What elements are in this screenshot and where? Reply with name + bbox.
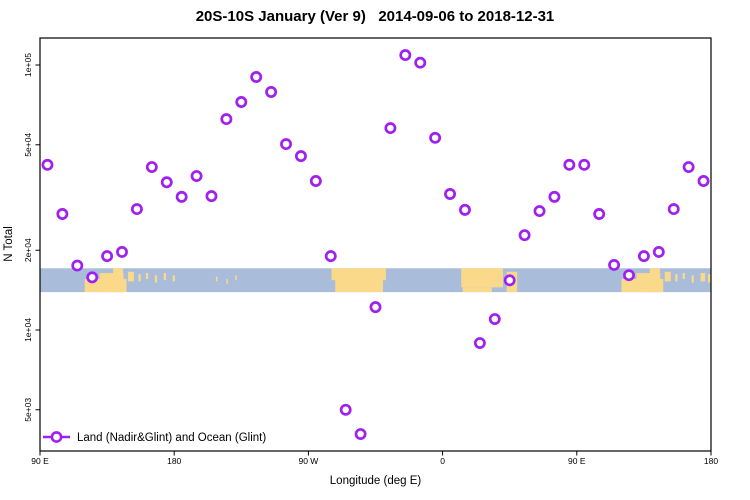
data-point (578, 158, 591, 171)
data-point (86, 271, 99, 284)
land-patch (172, 275, 175, 282)
data-point (160, 176, 173, 189)
axis-ticks-layer: 90 E 180 90 W 0 90 E 180 1e+05 5e+04 2e+04 1e+04 5… (23, 53, 718, 466)
y-tick-label: 5e+03 (23, 398, 33, 422)
data-point (294, 150, 307, 163)
land-patch (154, 275, 158, 283)
data-point (459, 203, 471, 216)
land-patch (682, 273, 685, 279)
land-patch (145, 273, 149, 279)
land-patch (708, 274, 711, 283)
data-point (608, 258, 621, 271)
data-point (503, 274, 516, 287)
data-point (667, 203, 680, 216)
data-point (697, 175, 710, 187)
land-patch (700, 273, 706, 282)
x-tick-label: 180 (704, 456, 718, 466)
land-patch (691, 275, 694, 283)
land-patch (226, 278, 228, 284)
data-point (280, 138, 292, 151)
data-point (190, 170, 203, 183)
land-patch (335, 277, 383, 293)
data-point (324, 250, 337, 263)
data-point (518, 229, 531, 242)
data-point (354, 428, 367, 440)
land-patch (461, 268, 503, 288)
map-strip-layer (40, 268, 711, 293)
data-point (175, 190, 188, 203)
x-tick-label: 90 E (31, 456, 49, 466)
data-point (637, 250, 650, 263)
land-patch (649, 268, 660, 293)
data-point (116, 246, 128, 258)
data-point (309, 175, 322, 187)
land-patch (675, 274, 678, 282)
x-tick-label: 0 (440, 456, 445, 466)
y-tick-label: 1e+05 (23, 53, 33, 77)
plot-border (39, 37, 712, 452)
data-point (339, 403, 352, 416)
data-point (71, 259, 84, 272)
chart-title: 20S-10S January (Ver 9) 2014-09-06 to 20… (195, 8, 555, 25)
data-point (563, 158, 576, 171)
data-point (444, 188, 457, 200)
data-point (130, 203, 143, 216)
legend-marker-icon (50, 431, 63, 443)
data-point (533, 205, 546, 218)
data-points-layer (41, 49, 710, 440)
land-patch (163, 273, 166, 281)
y-axis-label: N Total (3, 226, 15, 262)
land-patch (664, 271, 671, 282)
data-point (250, 71, 263, 83)
land-patch (462, 287, 492, 293)
data-point (235, 96, 248, 108)
data-point (414, 56, 427, 69)
data-point (384, 122, 397, 135)
data-point (682, 161, 695, 174)
data-point (265, 86, 278, 98)
land-patch (113, 268, 124, 293)
land-patch (127, 271, 134, 282)
land-patch (138, 274, 141, 282)
y-tick-label: 2e+04 (23, 238, 33, 262)
data-point (205, 190, 218, 203)
land-patch (215, 276, 218, 282)
land-patch (331, 268, 386, 281)
data-point (399, 49, 412, 62)
data-point (593, 208, 606, 220)
data-point (429, 131, 442, 144)
data-point (652, 246, 665, 258)
data-point (56, 208, 69, 220)
x-tick-label: 90 W (298, 456, 318, 466)
data-point (101, 250, 114, 263)
data-point (548, 190, 561, 203)
data-point (220, 113, 233, 126)
y-tick-label: 5e+04 (23, 133, 33, 157)
legend-label: Land (Nadir&Glint) and Ocean (Glint) (77, 432, 266, 444)
data-point (623, 269, 635, 282)
data-point (473, 337, 486, 349)
data-point (488, 313, 501, 325)
data-point (41, 158, 54, 171)
x-tick-label: 180 (167, 456, 181, 466)
data-point (145, 161, 158, 174)
x-axis-label: Longitude (deg E) (330, 475, 422, 487)
x-tick-label: 90 E (568, 456, 586, 466)
y-tick-label: 1e+04 (23, 318, 33, 342)
land-patch (235, 275, 237, 281)
data-point (369, 301, 382, 314)
legend: Land (Nadir&Glint) and Ocean (Glint) (43, 431, 266, 444)
